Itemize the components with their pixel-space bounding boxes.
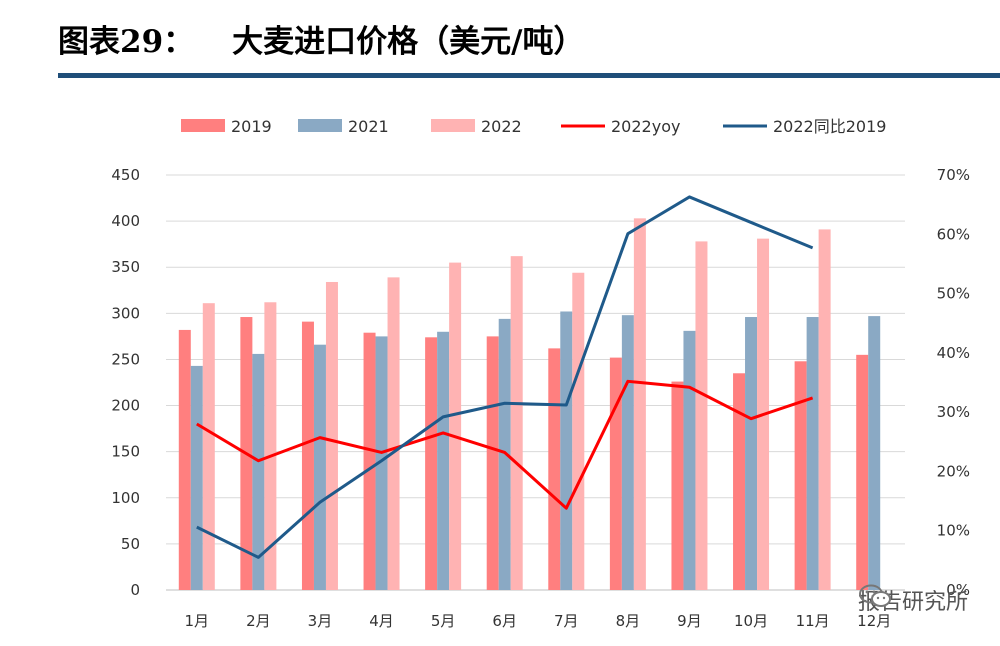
x-tick-label: 8月: [616, 612, 641, 630]
legend-label: 2022: [481, 117, 522, 136]
x-tick-label: 3月: [308, 612, 333, 630]
bar-2019-4: [363, 332, 376, 590]
bar-2021-10: [745, 317, 758, 590]
y-left-tick-label: 200: [111, 397, 140, 415]
bar-2022-7: [572, 272, 585, 590]
y-left-tick-label: 100: [111, 489, 140, 507]
bar-2019-12: [856, 354, 869, 590]
legend-swatch-2021: [298, 119, 342, 132]
bar-2022-11: [818, 229, 831, 590]
legend-label: 2022同比2019: [773, 117, 886, 136]
bar-2019-11: [794, 361, 807, 590]
bar-2022-9: [695, 241, 708, 590]
bar-2022-8: [633, 218, 646, 590]
figure-title: 大麦进口价格（美元/吨）: [232, 23, 585, 60]
wechat-icon: [858, 584, 891, 607]
line-series-2022同比2019: [196, 195, 814, 559]
bar-2022-2: [264, 302, 277, 590]
bar-2021-8: [621, 315, 634, 590]
bar-2022-4: [387, 277, 400, 590]
y-left-tick-label: 450: [111, 166, 140, 184]
x-tick-label: 7月: [554, 612, 579, 630]
y-left-tick-label: 400: [111, 212, 140, 230]
x-tick-label: 11月: [796, 612, 830, 630]
bar-2022-5: [449, 262, 462, 590]
bar-2019-3: [301, 321, 314, 590]
y-right-tick-label: 40%: [937, 344, 970, 362]
bar-2021-11: [806, 317, 819, 590]
y-left-tick-label: 150: [111, 443, 140, 461]
bar-2021-12: [868, 316, 881, 590]
x-tick-label: 4月: [369, 612, 394, 630]
y-left-tick-label: 0: [130, 581, 140, 599]
x-tick-label: 6月: [492, 612, 517, 630]
y-left-tick-label: 350: [111, 258, 140, 276]
bar-2021-9: [683, 330, 696, 590]
y-left-tick-label: 300: [111, 304, 140, 322]
legend-swatch-2019: [181, 119, 225, 132]
y-right-tick-label: 0%: [946, 581, 970, 599]
bar-2019-1: [178, 329, 191, 590]
x-tick-label: 1月: [185, 612, 210, 630]
y-left-tick-label: 50: [121, 535, 140, 553]
bar-2019-8: [609, 357, 622, 590]
bar-2022-3: [325, 281, 338, 590]
y-right-tick-label: 50%: [937, 285, 970, 303]
bar-2021-7: [560, 311, 573, 590]
bar-2019-7: [548, 348, 561, 590]
y-right-tick-label: 70%: [937, 166, 970, 184]
watermark: 报告研究所: [858, 584, 968, 616]
bar-2021-1: [190, 365, 203, 590]
y-left-tick-label: 250: [111, 350, 140, 368]
y-right-tick-label: 30%: [937, 403, 970, 421]
legend-label: 2021: [348, 117, 389, 136]
x-tick-label: 9月: [677, 612, 702, 630]
bar-2021-4: [375, 336, 388, 590]
bar-2019-5: [425, 337, 438, 590]
line-series-2022yoy: [196, 379, 814, 510]
figure-header: 图表29： 大麦进口价格（美元/吨）: [58, 18, 585, 60]
bar-2019-9: [671, 381, 684, 590]
bar-2022-1: [202, 303, 215, 590]
bar-2022-6: [510, 256, 523, 590]
bar-2021-2: [252, 353, 265, 590]
legend-swatch-2022: [431, 119, 475, 132]
bar-2021-5: [437, 331, 450, 590]
bar-2019-6: [486, 336, 499, 590]
bar-2021-3: [313, 344, 326, 590]
x-tick-label: 2月: [246, 612, 271, 630]
x-tick-label: 10月: [734, 612, 768, 630]
bar-2019-10: [733, 373, 746, 590]
y-right-tick-label: 20%: [937, 462, 970, 480]
x-tick-label: 5月: [431, 612, 456, 630]
figure-label: 图表29：: [58, 23, 195, 60]
header-rule: [58, 73, 1000, 78]
legend-label: 2019: [231, 117, 272, 136]
x-tick-label: 12月: [857, 612, 891, 630]
y-right-tick-label: 60%: [937, 225, 970, 243]
y-right-tick-label: 10%: [937, 522, 970, 540]
legend-label: 2022yoy: [611, 117, 680, 136]
